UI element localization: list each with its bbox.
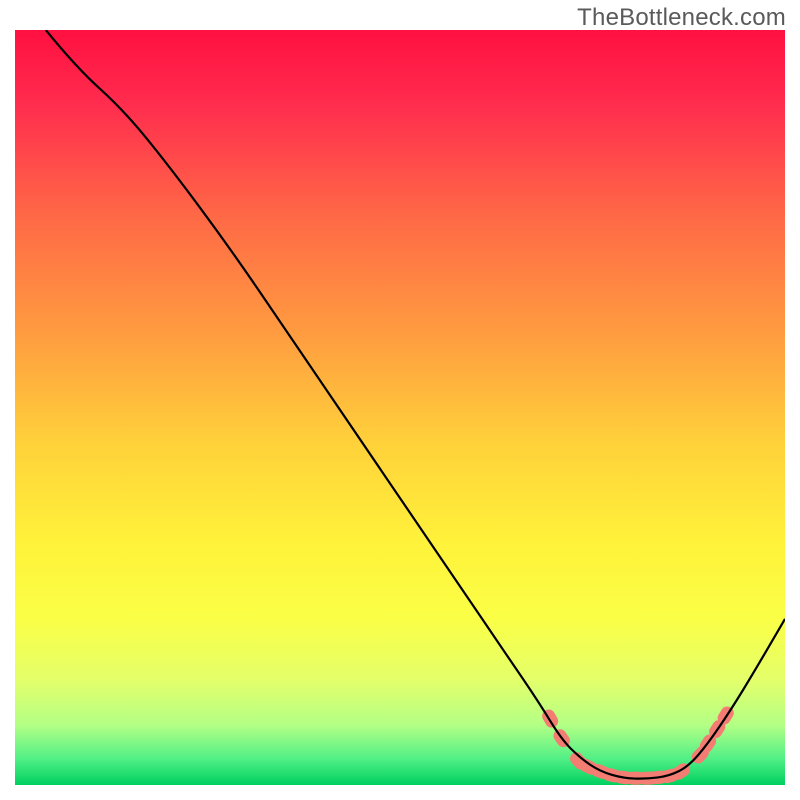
gradient-background xyxy=(15,30,785,785)
watermark-text: TheBottleneck.com xyxy=(577,4,786,32)
plot-area xyxy=(15,30,785,785)
chart-container: TheBottleneck.com xyxy=(0,0,800,800)
